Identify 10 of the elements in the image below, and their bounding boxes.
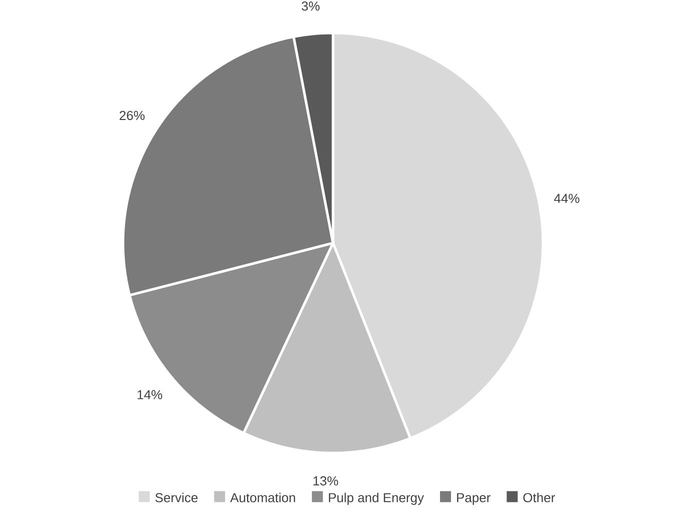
data-label: 14%	[138, 390, 162, 400]
data-label: 3%	[302, 1, 320, 11]
legend-label: Pulp and Energy	[328, 492, 424, 505]
legend-label: Other	[523, 492, 555, 502]
legend-label: Automation	[230, 492, 296, 502]
legend-label: Service	[155, 492, 198, 502]
data-label: 44%	[554, 194, 580, 203]
data-label: 13%	[313, 476, 338, 486]
legend-label: Paper	[457, 493, 490, 505]
data-label: 26%	[120, 110, 145, 120]
